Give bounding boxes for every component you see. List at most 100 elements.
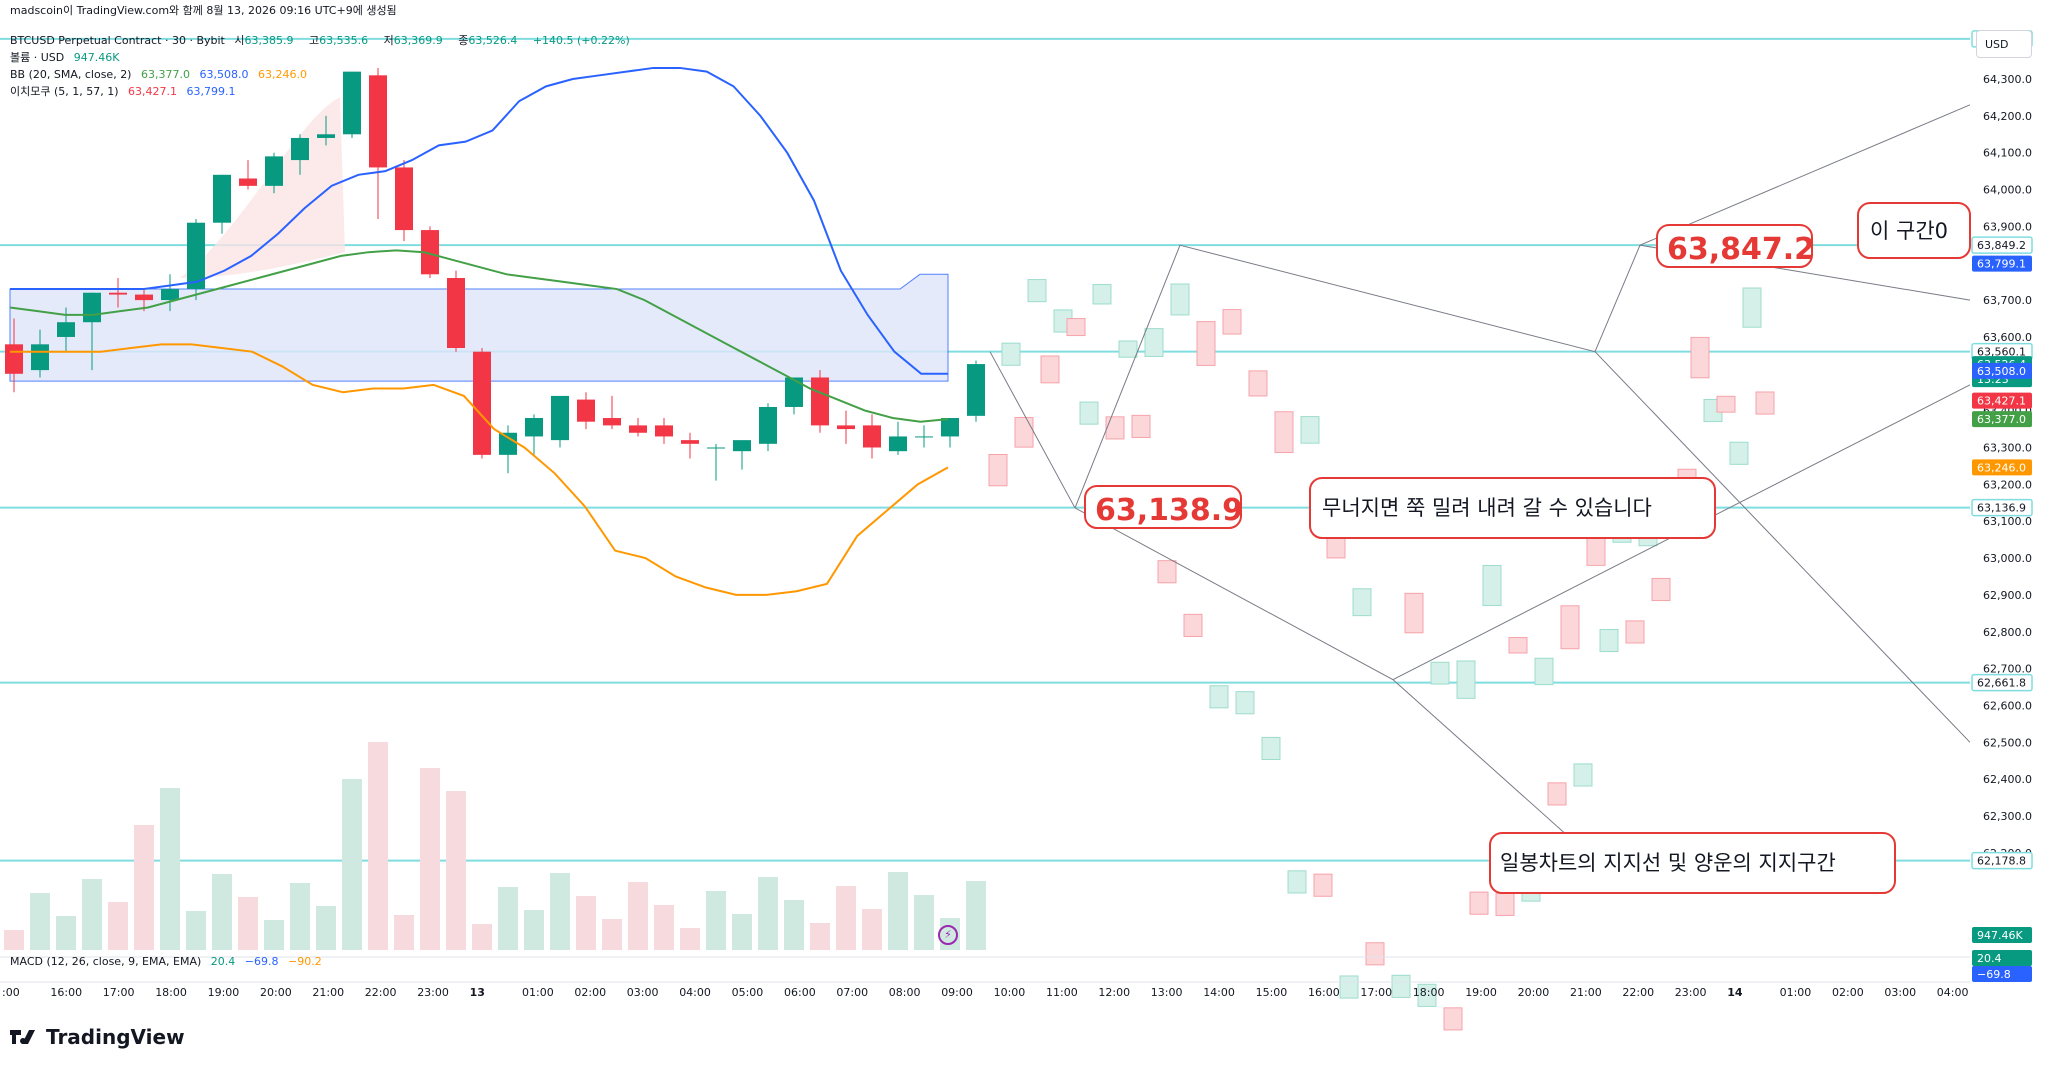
projected-candle: [1430, 661, 1450, 685]
annotation-box-collapse[interactable]: [1309, 477, 1716, 539]
axis-price-tag[interactable]: [1971, 851, 2033, 870]
candle[interactable]: [941, 418, 959, 437]
x-tick-label: 01:00: [1780, 986, 1812, 999]
volume-bar: [108, 902, 128, 950]
x-tick-label: 21:00: [1570, 986, 1602, 999]
projected-candle: [1365, 942, 1385, 966]
candle[interactable]: [603, 418, 621, 426]
axis-price-tag[interactable]: [1971, 673, 2033, 692]
projected-candle: [1274, 411, 1294, 454]
candle[interactable]: [421, 230, 439, 275]
candle[interactable]: [785, 377, 803, 407]
projected-candle: [1066, 318, 1086, 337]
candle[interactable]: [499, 432, 517, 455]
candle[interactable]: [265, 156, 283, 186]
axis-price-tag[interactable]: [1972, 255, 2032, 272]
macd-legend[interactable]: MACD (12, 26, close, 9, EMA, EMA) 20.4 −…: [10, 955, 328, 969]
lightning-icon[interactable]: ⚡: [938, 925, 958, 945]
volume-bar: [238, 897, 258, 950]
annotation-box-low[interactable]: [1084, 485, 1242, 529]
candle[interactable]: [213, 174, 231, 223]
axis-price-tag[interactable]: [1972, 966, 2032, 982]
x-tick-label: 11:00: [1046, 986, 1078, 999]
axis-price-tag[interactable]: [1972, 411, 2032, 428]
candle[interactable]: [811, 377, 829, 426]
trend-line[interactable]: [989, 351, 1596, 861]
candle[interactable]: [759, 406, 777, 444]
candle[interactable]: [239, 178, 257, 186]
trend-line[interactable]: [1594, 351, 1971, 743]
volume-legend[interactable]: 볼륨 · USD 947.46K: [10, 51, 125, 65]
annotation-price-high: 63,847.2: [1667, 232, 1815, 267]
candle[interactable]: [187, 222, 205, 290]
candle[interactable]: [31, 344, 49, 371]
projected-candle: [1391, 974, 1411, 998]
currency-button[interactable]: USD: [1976, 30, 2032, 58]
axis-price-tag[interactable]: [1971, 236, 2033, 254]
projected-candle: [1742, 287, 1762, 328]
projected-candle: [1573, 763, 1593, 787]
candle[interactable]: [629, 425, 647, 433]
candle[interactable]: [135, 294, 153, 301]
candle[interactable]: [291, 137, 309, 161]
axis-price-tag[interactable]: [1972, 362, 2032, 379]
volume-value: 947.46K: [73, 51, 120, 64]
ichimoku-legend[interactable]: 이치모쿠 (5, 1, 57, 1) 63,427.1 63,799.1: [10, 85, 242, 99]
projected-candle: [1235, 691, 1255, 715]
symbol-legend[interactable]: BTCUSD Perpetual Contract · 30 · Bybit 시…: [10, 34, 630, 47]
candle[interactable]: [577, 399, 595, 422]
candle[interactable]: [447, 277, 465, 349]
candle[interactable]: [889, 436, 907, 452]
axis-price-tag[interactable]: [1972, 950, 2032, 966]
annotation-box-support[interactable]: [1489, 832, 1896, 894]
candle[interactable]: [369, 75, 387, 168]
candle[interactable]: [733, 440, 751, 452]
y-tick-label: 64,100.0: [1983, 147, 2032, 160]
axis-price-tag-text: 63,136.9: [1977, 502, 2026, 515]
y-tick-label: 64,300.0: [1983, 73, 2032, 86]
candle[interactable]: [681, 440, 699, 444]
projected-candle: [988, 453, 1008, 487]
candle[interactable]: [863, 425, 881, 448]
chart-credit: madscoin이 TradingView.com와 함께 8월 13, 202…: [10, 4, 397, 17]
projected-candle: [1469, 891, 1489, 915]
candle[interactable]: [967, 364, 985, 416]
axis-price-tag[interactable]: [1972, 392, 2032, 409]
candle[interactable]: [551, 395, 569, 441]
x-tick-label: 23:00: [417, 986, 449, 999]
projected-candle: [1144, 328, 1164, 357]
trend-line[interactable]: [1074, 244, 1971, 509]
candle[interactable]: [57, 322, 75, 337]
candle[interactable]: [317, 134, 335, 138]
projected-candle: [1755, 391, 1775, 415]
axis-price-tag[interactable]: [1972, 927, 2032, 943]
candle[interactable]: [343, 71, 361, 135]
bb-basis-value: 63,377.0: [140, 68, 190, 81]
projected-candle: [1209, 685, 1229, 709]
candle[interactable]: [655, 425, 673, 437]
projected-candle: [1599, 628, 1619, 653]
volume-bar: [82, 879, 102, 950]
candle[interactable]: [395, 167, 413, 231]
tradingview-logo[interactable]: TradingView: [10, 1025, 185, 1049]
candle[interactable]: [915, 436, 933, 438]
projected-candle: [1014, 416, 1034, 448]
axis-price-tag[interactable]: [1972, 459, 2032, 476]
trend-line[interactable]: [1639, 104, 1971, 246]
y-tick-label: 63,700.0: [1983, 294, 2032, 307]
candle[interactable]: [473, 351, 491, 455]
candle[interactable]: [109, 292, 127, 295]
low-value: 63,369.9: [393, 34, 443, 47]
annotation-box-high[interactable]: [1656, 224, 1813, 268]
candle[interactable]: [83, 292, 101, 323]
bb-legend[interactable]: BB (20, SMA, close, 2) 63,377.0 63,508.0…: [10, 68, 313, 82]
x-tick-label: 05:00: [732, 986, 764, 999]
candle[interactable]: [161, 289, 179, 301]
candle[interactable]: [837, 425, 855, 430]
annotation-box-section[interactable]: [1857, 202, 1971, 259]
axis-price-tag[interactable]: [1971, 498, 2033, 517]
candle[interactable]: [707, 447, 725, 449]
candle[interactable]: [525, 418, 543, 437]
candle[interactable]: [5, 344, 23, 374]
